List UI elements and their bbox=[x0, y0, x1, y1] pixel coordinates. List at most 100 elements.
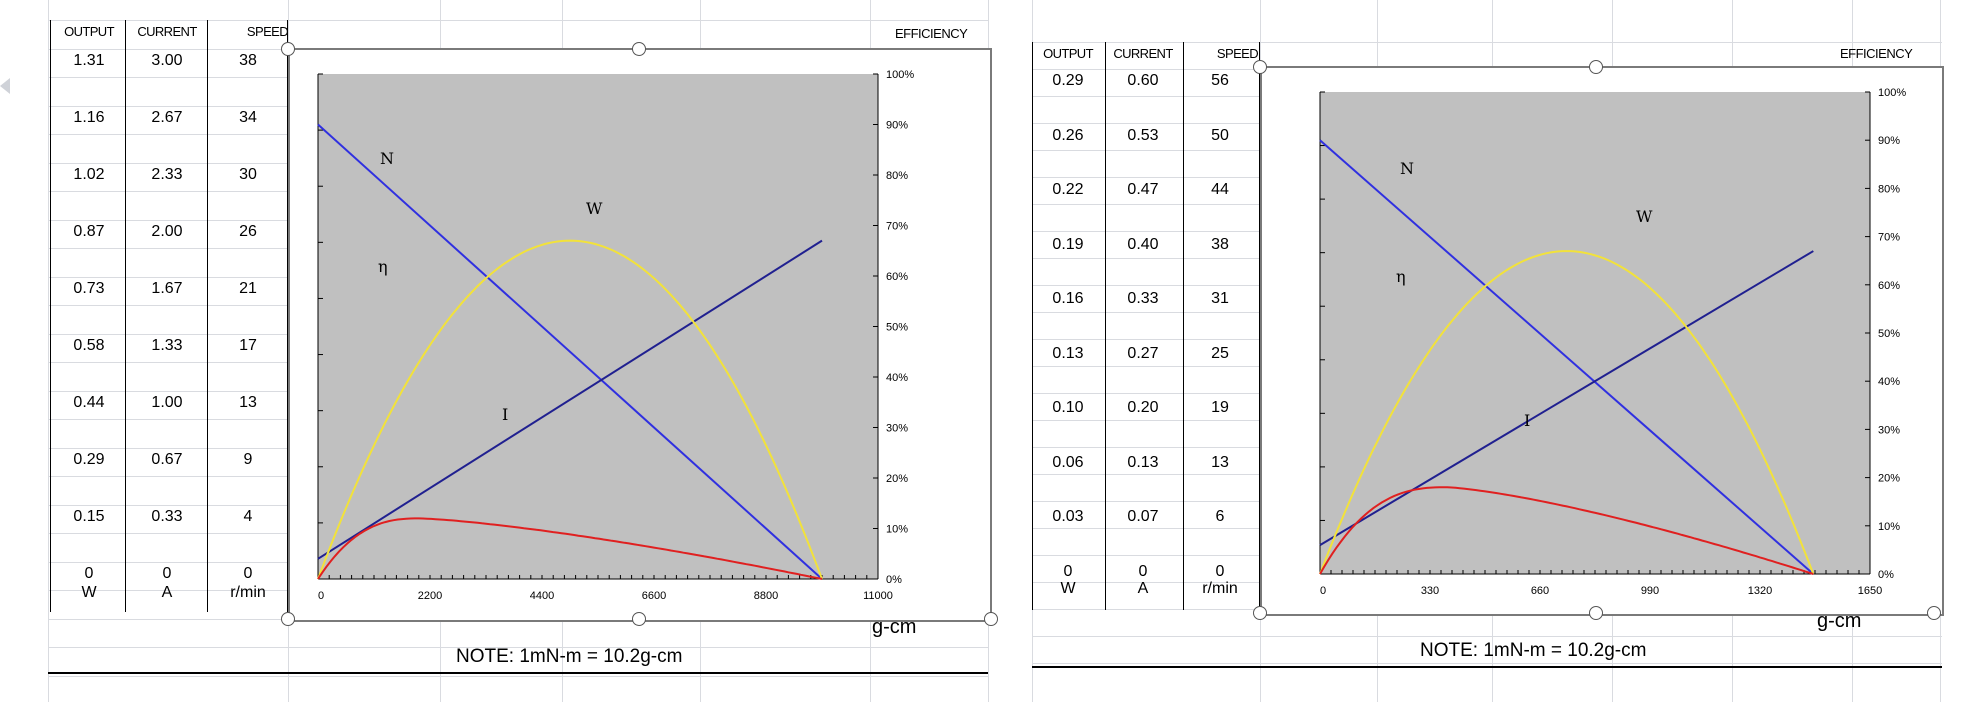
resize-handle[interactable] bbox=[984, 612, 998, 626]
series-line-current bbox=[317, 239, 823, 560]
header-output: OUTPUT bbox=[1043, 46, 1093, 61]
y-tick-label: 20% bbox=[1878, 473, 1900, 485]
resize-handle[interactable] bbox=[632, 42, 646, 56]
y-tick-label: 70% bbox=[886, 221, 908, 233]
y-tick-label: 50% bbox=[1878, 328, 1900, 340]
table-cell: 1.33 bbox=[151, 337, 183, 354]
collapse-arrow-icon bbox=[0, 78, 10, 94]
plot-area bbox=[318, 74, 878, 579]
table-cell: 0.40 bbox=[1127, 235, 1159, 253]
table-cell: 1.16 bbox=[73, 109, 105, 126]
header-speed: SPEED bbox=[1216, 46, 1259, 61]
grid-line bbox=[1032, 663, 1942, 664]
x-tick-label: 660 bbox=[1531, 585, 1549, 597]
x-axis-unit: g-cm bbox=[872, 616, 917, 638]
divider bbox=[48, 672, 988, 674]
y-tick-label: 100% bbox=[1878, 87, 1906, 99]
x-tick-label: 8800 bbox=[754, 590, 778, 602]
y-tick-label: 40% bbox=[886, 372, 908, 384]
series-label: W bbox=[586, 199, 603, 218]
note-text: NOTE: 1mN-m = 10.2g-cm bbox=[456, 646, 683, 667]
table-cell: 0.16 bbox=[1052, 290, 1084, 307]
unit-speed: r/min bbox=[1202, 580, 1238, 597]
series-line-efficiency bbox=[317, 517, 823, 580]
y-tick-label: 0% bbox=[1878, 569, 1894, 581]
header-speed: SPEED bbox=[246, 24, 289, 39]
series-label: η bbox=[378, 257, 388, 276]
y-tick-label: 90% bbox=[1878, 135, 1900, 147]
y-tick-label: 60% bbox=[886, 271, 908, 283]
table-cell: 1.67 bbox=[151, 280, 183, 297]
x-tick-label: 6600 bbox=[642, 590, 666, 602]
efficiency-axis-title: EFFICIENCY bbox=[1840, 46, 1913, 61]
y-tick-label: 90% bbox=[886, 120, 908, 132]
table-cell: 17 bbox=[239, 337, 257, 354]
header-current: CURRENT bbox=[137, 24, 197, 39]
y-tick-label: 0% bbox=[886, 574, 902, 586]
x-tick-label: 1650 bbox=[1858, 585, 1882, 597]
resize-handle[interactable] bbox=[1253, 606, 1267, 620]
y-tick-label: 10% bbox=[1878, 521, 1900, 533]
table-cell: 0.44 bbox=[73, 394, 105, 411]
y-tick-label: 10% bbox=[886, 524, 908, 536]
table-cell: 34 bbox=[239, 109, 257, 126]
table-cell: 0.20 bbox=[1127, 399, 1159, 416]
table-cell: 0.87 bbox=[73, 223, 105, 240]
resize-handle[interactable] bbox=[632, 612, 646, 626]
series-line-efficiency bbox=[1319, 486, 1814, 575]
table-cell: 0.07 bbox=[1127, 508, 1159, 525]
x-tick-label: 330 bbox=[1421, 585, 1439, 597]
table-cell: 0.15 bbox=[73, 508, 105, 525]
series-label: N bbox=[380, 149, 394, 168]
resize-handle[interactable] bbox=[281, 42, 295, 56]
y-tick-label: 80% bbox=[1878, 183, 1900, 195]
table-cell: 1.02 bbox=[73, 166, 105, 183]
table-cell: 1.00 bbox=[151, 394, 183, 411]
table-cell: 50 bbox=[1211, 126, 1229, 144]
grid-line bbox=[48, 675, 988, 677]
table-cell: 3.00 bbox=[151, 52, 183, 69]
x-tick-label: 990 bbox=[1641, 585, 1659, 597]
table-cell: 0.26 bbox=[1052, 126, 1084, 144]
table-cell: 2.33 bbox=[151, 166, 183, 183]
table-cell: 0.47 bbox=[1127, 181, 1159, 198]
table-cell: 31 bbox=[1211, 290, 1229, 307]
spreadsheet-left: OUTPUT CURRENT SPEED 1.31 3.00 38 1.16 2.67 3… bbox=[0, 0, 1000, 702]
table-cell: 0.19 bbox=[1052, 235, 1084, 253]
table-cell: 0.58 bbox=[73, 337, 105, 354]
table-cell: 0.22 bbox=[1052, 181, 1084, 198]
unit-output: W bbox=[1060, 580, 1076, 597]
resize-handle[interactable] bbox=[281, 612, 295, 626]
series-label: η bbox=[1396, 267, 1406, 286]
unit-current: A bbox=[161, 584, 173, 601]
table-cell: 0.29 bbox=[1052, 72, 1084, 89]
x-tick-label: 0 bbox=[1320, 585, 1326, 597]
y-tick-label: 100% bbox=[886, 69, 914, 81]
grid-line bbox=[48, 20, 988, 21]
y-tick-label: 50% bbox=[886, 322, 908, 334]
resize-handle[interactable] bbox=[1927, 606, 1941, 620]
table-cell: 0.29 bbox=[73, 451, 105, 468]
table-cell: 56 bbox=[1211, 72, 1229, 89]
y-tick-label: 30% bbox=[886, 423, 908, 435]
y-tick-label: 30% bbox=[1878, 424, 1900, 436]
y-tick-label: 60% bbox=[1878, 280, 1900, 292]
resize-handle[interactable] bbox=[1253, 60, 1267, 74]
table-cell: 2.00 bbox=[151, 223, 183, 240]
series-line-output bbox=[317, 239, 823, 580]
grid-line bbox=[1032, 42, 1942, 43]
table-cell: 0.33 bbox=[1127, 290, 1159, 307]
series-label: I bbox=[502, 405, 508, 424]
resize-handle[interactable] bbox=[1589, 606, 1603, 620]
table-cell: 4 bbox=[243, 508, 253, 525]
table-cell: 0.13 bbox=[1127, 453, 1159, 471]
plot-area bbox=[1320, 92, 1870, 574]
grid-line bbox=[48, 0, 49, 702]
table-cell: 0 bbox=[243, 565, 253, 582]
y-tick-label: 70% bbox=[1878, 232, 1900, 244]
table-cell: 13 bbox=[1211, 453, 1229, 471]
series-line-speed bbox=[1319, 139, 1814, 575]
series-label: W bbox=[1636, 207, 1653, 226]
resize-handle[interactable] bbox=[1589, 60, 1603, 74]
table-cell: 21 bbox=[239, 280, 257, 297]
